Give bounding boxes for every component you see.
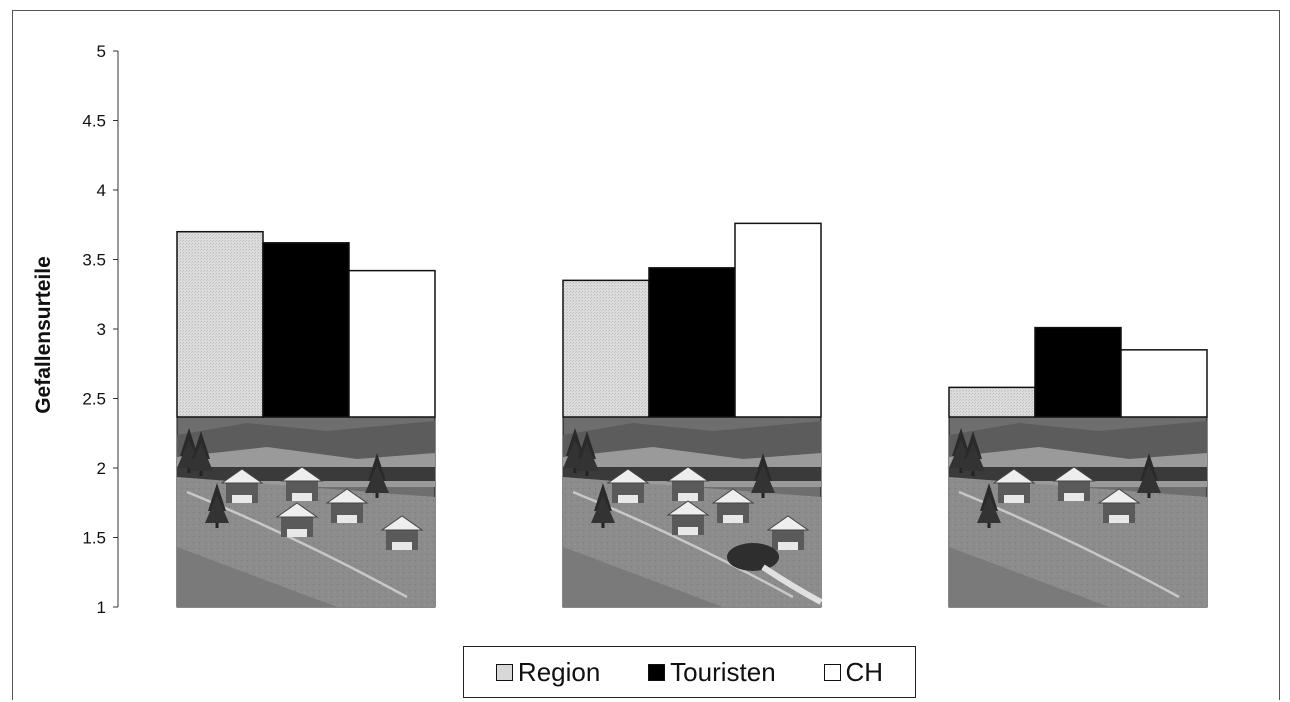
y-axis-label: Gefallensurteile <box>32 256 55 414</box>
legend: Region Touristen CH <box>463 646 916 698</box>
y-tick-label: 2.5 <box>82 390 106 409</box>
y-tick-label: 3 <box>97 320 106 339</box>
legend-label-ch: CH <box>845 656 884 687</box>
y-tick-label: 5 <box>97 42 106 61</box>
legend-label-region: Region <box>517 656 601 687</box>
y-tick-label: 2 <box>97 459 106 478</box>
bar-ch-2 <box>734 222 822 418</box>
legend-label-touristen: Touristen <box>670 656 776 687</box>
chart-frame <box>12 10 1280 700</box>
bar-region-2 <box>562 279 650 418</box>
legend-item-ch: CH <box>823 656 884 688</box>
y-tick-label: 3.5 <box>82 251 106 270</box>
bar-touristen-3 <box>1034 326 1122 418</box>
legend-item-touristen: Touristen <box>648 657 776 688</box>
y-tick-label: 1 <box>97 598 106 617</box>
alpine-village-photo-2 <box>562 416 823 608</box>
category-photos <box>176 416 1208 608</box>
y-tick-label: 4 <box>97 181 106 200</box>
alpine-village-photo-3 <box>948 416 1208 608</box>
y-tick-label: 4.5 <box>82 112 106 131</box>
legend-swatch-ch <box>823 663 841 681</box>
y-tick-label: 1.5 <box>82 529 106 548</box>
legend-swatch-touristen <box>648 663 666 681</box>
bars <box>176 222 1208 418</box>
bar-touristen-2 <box>648 267 736 418</box>
legend-swatch-region <box>495 663 513 681</box>
bar-ch-3 <box>1120 349 1208 418</box>
bar-touristen-1 <box>262 242 350 418</box>
bar-region-3 <box>948 386 1036 418</box>
bar-ch-1 <box>348 269 436 418</box>
alpine-village-photo-1 <box>176 416 436 608</box>
bar-region-1 <box>176 230 264 418</box>
legend-item-region: Region <box>495 656 601 688</box>
y-axis: 1 1.5 2 2.5 3 3.5 4 4.5 5 <box>82 42 119 617</box>
